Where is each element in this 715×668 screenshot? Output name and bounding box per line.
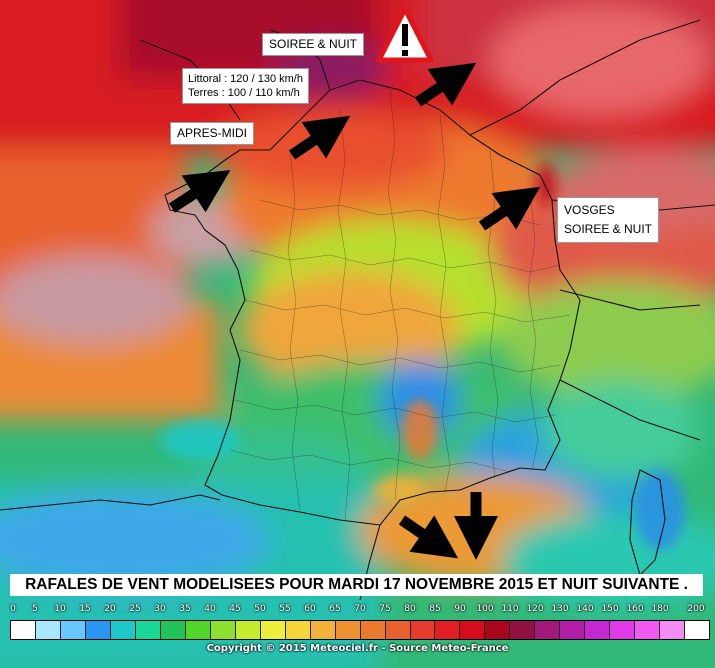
legend-swatch: [235, 621, 261, 639]
legend-swatch: [185, 621, 211, 639]
legend-swatch: [110, 621, 136, 639]
legend-value: 75: [379, 604, 391, 614]
legend-value: 50: [254, 604, 266, 614]
label-soiree-nuit: SOIREE & NUIT: [262, 33, 365, 56]
legend-values: 0 5 10 15 20 25 30 35 40 45 50 55 60 65 70 75 80 85 90 100 1…: [0, 604, 715, 618]
legend-value: 55: [279, 604, 291, 614]
legend-value: 200: [687, 604, 705, 614]
legend-value: 35: [179, 604, 191, 614]
legend-value: 0: [10, 604, 16, 614]
legend-swatch: [135, 621, 161, 639]
legend-swatch: [11, 621, 36, 639]
legend-value: 90: [454, 604, 466, 614]
legend-swatch: [485, 621, 511, 639]
legend-value: 100: [476, 604, 494, 614]
legend-swatch: [560, 621, 586, 639]
arrow-vosges: [478, 186, 541, 231]
legend-swatch: [435, 621, 461, 639]
legend-value: 140: [576, 604, 594, 614]
legend-value: 130: [551, 604, 569, 614]
legend-swatch: [410, 621, 436, 639]
legend-value: 60: [304, 604, 316, 614]
legend-value: 150: [601, 604, 619, 614]
legend-value: 5: [32, 604, 38, 614]
legend-swatch: [335, 621, 361, 639]
copyright-text: Copyright © 2015 Meteociel.fr - Source M…: [206, 643, 509, 654]
arrow-north: [414, 62, 477, 107]
legend-value: 10: [54, 604, 66, 614]
legend-swatch: [460, 621, 486, 639]
map-title: RAFALES DE VENT MODELISEES POUR MARDI 17…: [10, 574, 703, 596]
legend-value: 25: [129, 604, 141, 614]
legend-value: 15: [79, 604, 91, 614]
label-vosges-time: SOIREE & NUIT: [564, 222, 653, 236]
legend-swatch: [85, 621, 111, 639]
label-wind-speeds: Littoral : 120 / 130 km/h Terres : 100 /…: [182, 68, 309, 104]
legend-value: 45: [229, 604, 241, 614]
arrow-brittany: [169, 170, 231, 213]
legend-swatch: [210, 621, 236, 639]
arrow-south-west: [398, 515, 459, 559]
legend-value: 20: [104, 604, 116, 614]
legend-value: 180: [651, 604, 669, 614]
legend-swatch: [635, 621, 661, 639]
warning-triangle-icon: [376, 6, 434, 63]
label-vosges: VOSGES SOIREE & NUIT: [557, 197, 660, 243]
legend-value: 110: [501, 604, 519, 614]
legend-swatch: [660, 621, 686, 639]
legend-value: 30: [154, 604, 166, 614]
legend-swatch: [685, 621, 710, 639]
legend-value: 85: [429, 604, 441, 614]
legend-swatch: [360, 621, 386, 639]
wind-arrows: [169, 62, 541, 560]
legend-swatch: [510, 621, 536, 639]
legend-swatch: [310, 621, 336, 639]
label-vosges-region: VOSGES: [564, 203, 615, 217]
label-littoral: Littoral : 120 / 130 km/h: [188, 73, 303, 85]
legend-swatch: [160, 621, 186, 639]
label-apres-midi: APRES-MIDI: [170, 122, 255, 145]
legend-value: 40: [204, 604, 216, 614]
legend-swatch: [385, 621, 411, 639]
legend-value: 80: [404, 604, 416, 614]
legend-value: 70: [354, 604, 366, 614]
legend-swatch: [610, 621, 636, 639]
legend-swatch: [285, 621, 311, 639]
arrow-normandy: [288, 115, 351, 160]
legend-value: 120: [526, 604, 544, 614]
legend-value: 65: [329, 604, 341, 614]
legend-color-bar: [10, 620, 710, 640]
legend-value: 160: [626, 604, 644, 614]
legend-swatch: [260, 621, 286, 639]
legend-swatch: [535, 621, 561, 639]
legend-swatch: [35, 621, 61, 639]
legend-swatch: [585, 621, 611, 639]
label-terres: Terres : 100 / 110 km/h: [188, 87, 300, 99]
legend-swatch: [60, 621, 86, 639]
